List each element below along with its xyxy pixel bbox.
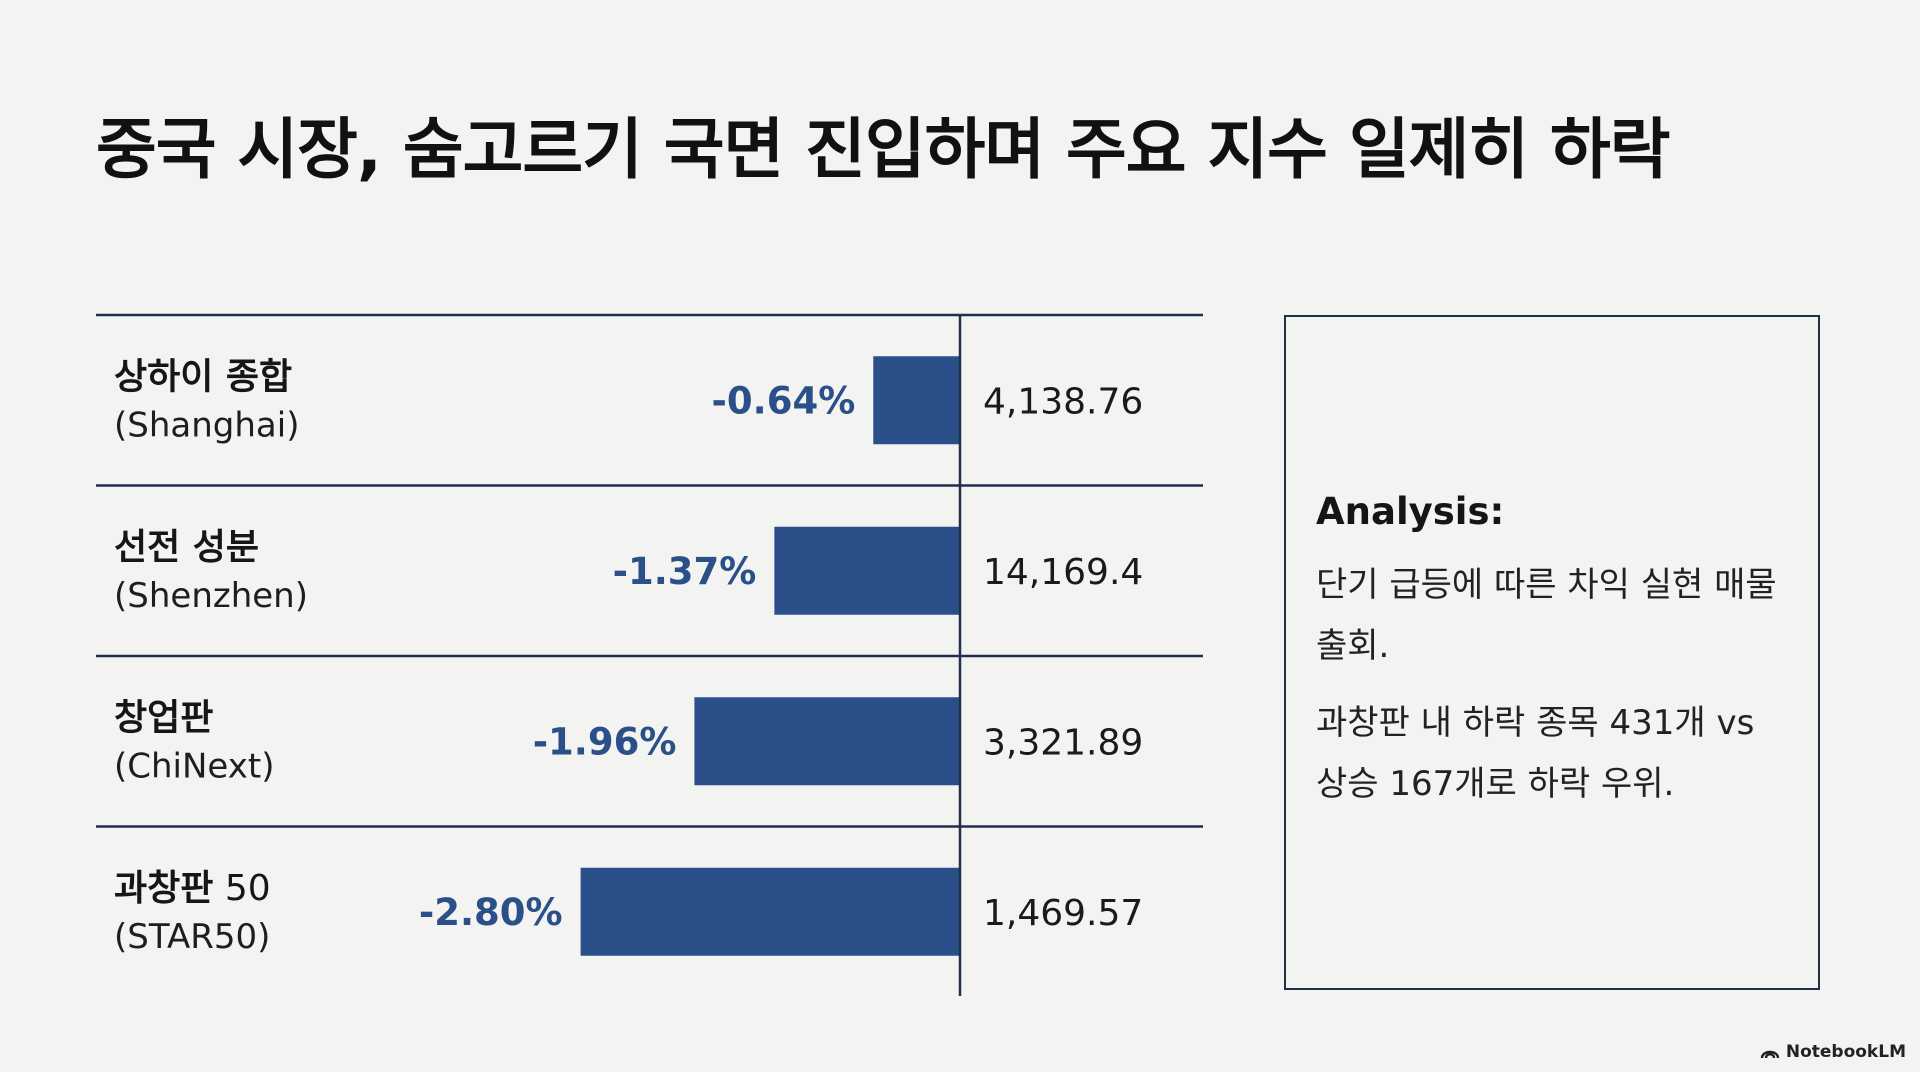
analysis-box: Analysis: 단기 급등에 따른 차익 실현 매물 출회. 과창판 내 하… [1284, 315, 1820, 990]
index-level-label: 1,469.57 [983, 893, 1143, 934]
category-sublabel: (Shanghai) [114, 405, 299, 445]
data-label: -0.64% [712, 379, 856, 422]
index-level-label: 14,169.4 [983, 552, 1143, 593]
category-label: 과창판 50 [114, 868, 271, 909]
notebooklm-logo-icon [1760, 1050, 1780, 1059]
analysis-heading: Analysis: [1316, 490, 1505, 533]
analysis-paragraph-2: 과창판 내 하락 종목 431개 vs 상승 167개로 하락 우위. [1316, 703, 1755, 804]
data-bar [774, 526, 960, 615]
data-label: -1.96% [533, 720, 677, 763]
data-bar [580, 867, 960, 956]
category-sublabel: (Shenzhen) [114, 576, 308, 616]
data-label: -1.37% [613, 550, 757, 593]
category-label: 선전 성분 [114, 527, 259, 568]
category-sublabel: (STAR50) [114, 917, 270, 957]
data-bar [694, 697, 960, 786]
analysis-paragraph-1: 단기 급등에 따른 차익 실현 매물 출회. [1316, 565, 1777, 666]
page-title: 중국 시장, 숨고르기 국면 진입하며 주요 지수 일제히 하락 [96, 111, 1670, 188]
category-sublabel: (ChiNext) [114, 746, 274, 786]
brand-badge: NotebookLM [1760, 1042, 1906, 1062]
brand-name: NotebookLM [1785, 1042, 1906, 1062]
index-level-label: 3,321.89 [983, 722, 1143, 763]
category-label: 상하이 종합 [114, 356, 292, 397]
data-label: -2.80% [419, 891, 563, 934]
data-bar [873, 356, 960, 445]
index-level-label: 4,138.76 [983, 381, 1143, 422]
category-label: 창업판 [114, 697, 213, 738]
